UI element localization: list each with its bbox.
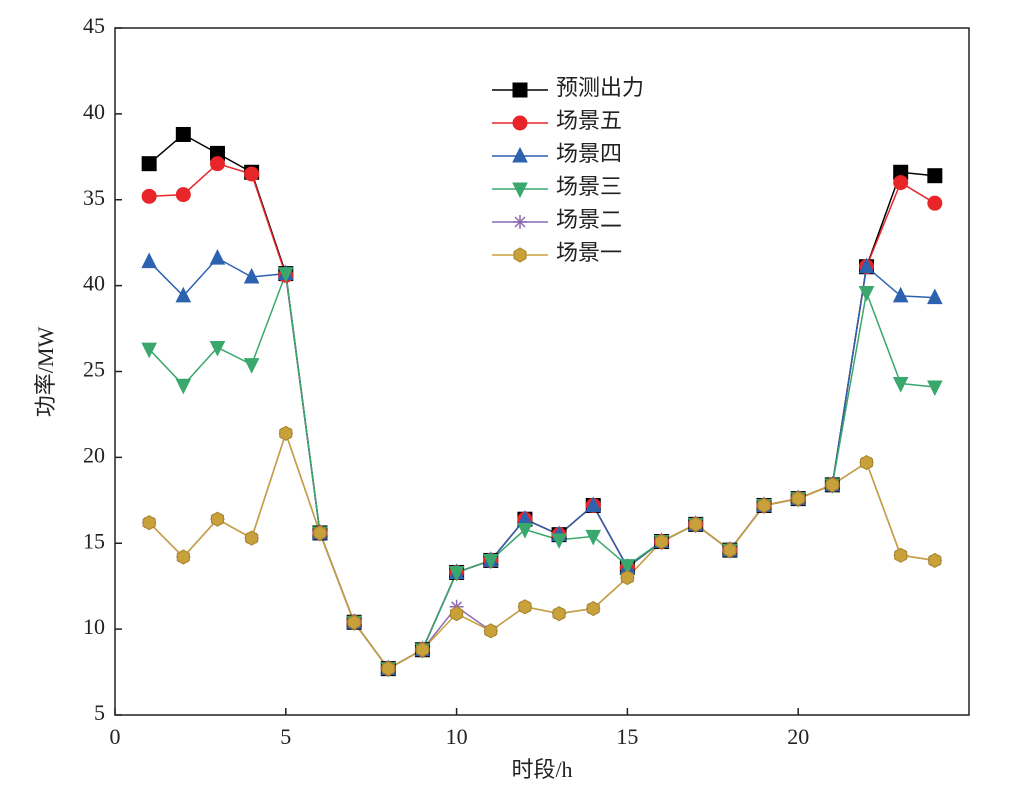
data-point	[175, 286, 192, 303]
data-point	[141, 342, 157, 359]
data-point	[585, 529, 602, 546]
y-tick-label: 10	[83, 614, 105, 639]
legend-text: 预测出力	[556, 75, 644, 100]
y-tick-label: 25	[83, 357, 105, 382]
data-point	[757, 497, 771, 514]
data-point	[141, 188, 157, 204]
data-point	[209, 156, 225, 172]
legend-marker	[512, 115, 528, 131]
series-line	[148, 430, 935, 670]
data-point	[892, 377, 909, 393]
y-tick-label: 40	[83, 99, 105, 124]
data-point	[619, 559, 636, 575]
data-point	[142, 515, 156, 531]
data-point	[927, 195, 943, 211]
data-point	[381, 661, 395, 677]
legend-marker	[512, 82, 528, 98]
data-point	[791, 491, 805, 507]
data-point	[892, 286, 909, 303]
y-tick-label: 15	[83, 528, 105, 553]
x-tick-label: 5	[280, 724, 291, 749]
data-point	[448, 565, 465, 582]
legend-marker	[512, 146, 528, 163]
data-point	[927, 380, 943, 397]
y-axis-label: 功率/MW	[33, 327, 58, 418]
data-point	[277, 267, 294, 283]
y-tick-label: 35	[83, 185, 105, 210]
data-point	[858, 257, 875, 274]
x-tick-label: 0	[110, 724, 121, 749]
data-point	[243, 358, 260, 374]
data-point	[927, 288, 943, 305]
data-point	[415, 642, 430, 658]
legend-text: 场景二	[556, 207, 622, 232]
data-point	[928, 552, 942, 569]
data-point	[245, 530, 259, 546]
series-line	[148, 273, 935, 670]
data-point	[141, 252, 157, 269]
data-point	[552, 606, 566, 622]
data-point	[482, 553, 499, 570]
legend-marker	[513, 247, 527, 263]
y-tick-label: 20	[83, 442, 105, 467]
data-point	[210, 511, 225, 527]
x-axis-label: 时段/h	[511, 757, 572, 782]
data-point	[858, 285, 875, 302]
x-tick-label: 10	[446, 724, 468, 749]
data-point	[175, 187, 191, 203]
series-line	[148, 430, 935, 670]
data-point	[586, 600, 600, 617]
data-point	[551, 533, 567, 549]
data-point	[175, 126, 191, 142]
data-point	[243, 267, 260, 284]
y-tick-label: 45	[83, 13, 105, 38]
data-point	[859, 454, 874, 471]
data-point	[450, 606, 464, 622]
data-point	[518, 599, 532, 615]
data-point	[347, 614, 361, 630]
data-point	[654, 533, 669, 550]
data-point	[176, 549, 190, 565]
data-point	[244, 166, 260, 182]
data-point	[825, 477, 839, 493]
data-point	[723, 542, 737, 558]
series-line	[148, 133, 935, 670]
data-point	[209, 249, 226, 265]
legend-text: 场景四	[556, 141, 622, 166]
legend-marker	[513, 215, 527, 229]
data-point	[209, 340, 226, 357]
data-point	[141, 156, 157, 172]
data-point	[689, 516, 703, 532]
data-point	[894, 547, 908, 563]
data-point	[484, 623, 498, 639]
x-tick-label: 20	[787, 724, 809, 749]
series-line	[149, 162, 936, 670]
data-point	[279, 425, 293, 441]
legend-text: 场景一	[556, 240, 622, 265]
legend-marker	[512, 182, 528, 199]
series-line	[148, 257, 935, 670]
data-point	[585, 496, 602, 512]
y-tick-label: 5	[94, 700, 105, 725]
data-point	[517, 523, 533, 539]
data-point	[620, 570, 634, 586]
x-tick-label: 15	[616, 724, 638, 749]
legend-text: 场景三	[556, 174, 622, 199]
data-point	[893, 175, 909, 191]
data-point	[927, 168, 943, 184]
data-point	[313, 525, 327, 541]
y-tick-label: 40	[83, 271, 105, 296]
data-point	[175, 378, 192, 395]
plot-frame	[114, 27, 970, 716]
legend-text: 场景五	[556, 108, 622, 133]
